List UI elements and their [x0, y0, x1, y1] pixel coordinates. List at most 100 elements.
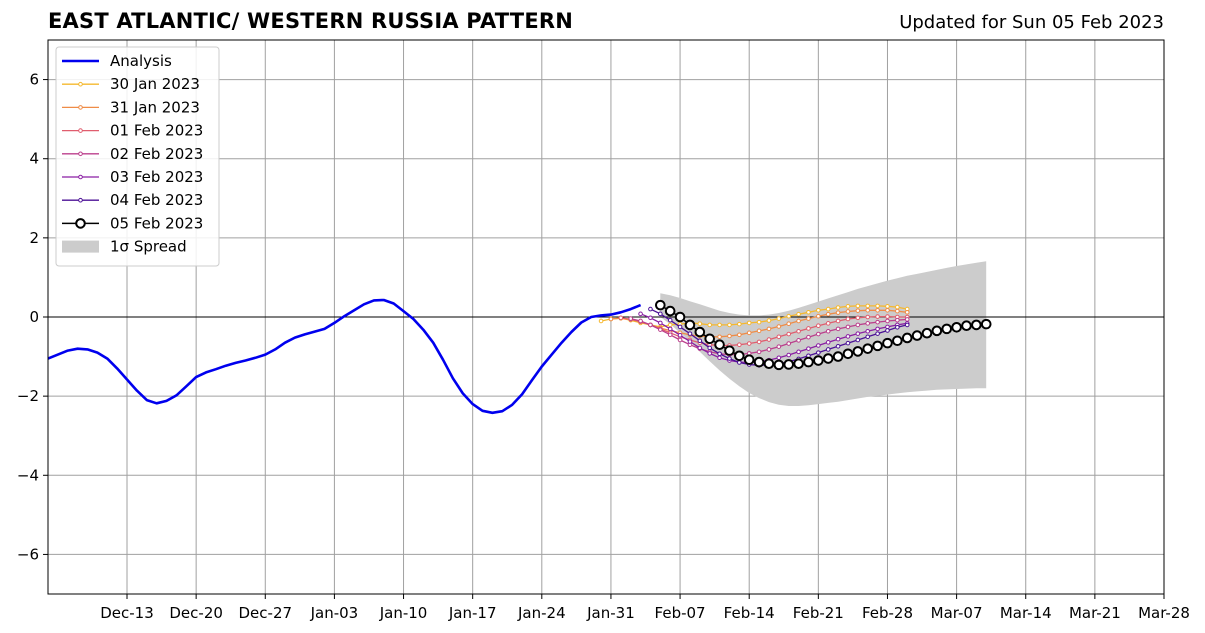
forecast-point [835, 310, 841, 315]
forecast-point [756, 328, 762, 334]
forecast-point [835, 343, 841, 349]
forecast-point [825, 321, 831, 326]
forecast-point [816, 307, 821, 313]
forecast-point [746, 341, 752, 346]
forecast-point [707, 351, 712, 356]
forecast-point [806, 309, 811, 315]
current-forecast-point [734, 350, 745, 362]
legend-label: 30 Jan 2023 [110, 75, 200, 93]
forecast-point [865, 303, 871, 309]
legend-marker [78, 128, 83, 133]
forecast-point [865, 307, 871, 313]
current-forecast-point [664, 305, 676, 317]
legend: Analysis 30 Jan 2023 31 Jan 2023 01 Feb 202… [55, 46, 220, 267]
forecast-point [776, 316, 782, 321]
forecast-point [875, 319, 880, 325]
x-tick-label: Jan-03 [310, 604, 359, 622]
current-forecast-point [911, 330, 923, 341]
forecast-point [825, 306, 831, 312]
forecast-point [776, 334, 782, 340]
current-forecast-point [724, 345, 735, 356]
forecast-point [786, 341, 792, 346]
current-forecast-point [783, 359, 795, 370]
legend-marker [78, 105, 83, 110]
forecast-point [756, 319, 762, 325]
forecast-point [816, 343, 821, 348]
spread-band-layer [660, 261, 987, 406]
legend-marker [78, 174, 83, 180]
forecast-point [895, 317, 900, 323]
legend-marker [78, 197, 83, 203]
forecast-point [628, 316, 633, 321]
forecast-point [895, 304, 900, 310]
x-tick-label: Feb-07 [655, 604, 706, 622]
current-forecast-point [980, 318, 992, 330]
forecast-point [825, 328, 831, 334]
forecast-point [806, 346, 811, 351]
forecast-point [697, 345, 703, 351]
y-tick-label: 4 [29, 150, 39, 168]
forecast-point [746, 320, 752, 326]
current-forecast-point [704, 333, 715, 345]
current-forecast-point [921, 327, 933, 339]
forecast-point [796, 338, 801, 343]
forecast-point [727, 322, 732, 328]
current-forecast-point [822, 353, 834, 364]
forecast-point [895, 324, 900, 330]
current-forecast-point [773, 359, 785, 371]
forecast-point [766, 326, 772, 332]
forecast-point [806, 326, 811, 331]
forecast-point [727, 356, 732, 361]
forecast-point [667, 332, 673, 338]
forecast-point [796, 349, 801, 355]
y-tick-label: −2 [17, 387, 39, 405]
current-forecast-point [892, 335, 903, 347]
legend-label: 31 Jan 2023 [110, 98, 200, 116]
legend-label: 05 Feb 2023 [110, 214, 203, 232]
forecast-point [786, 352, 792, 358]
forecast-point [885, 304, 890, 309]
forecast-point [697, 321, 703, 327]
forecast-point [855, 337, 861, 343]
x-tick-label: Jan-10 [379, 604, 428, 622]
forecast-point [904, 317, 910, 322]
x-tick-label: Feb-21 [793, 604, 844, 622]
y-tick-label: −4 [17, 466, 39, 484]
forecast-point [776, 344, 782, 349]
forecast-point [667, 317, 673, 323]
forecast-point [648, 322, 653, 328]
forecast-point [707, 322, 712, 328]
current-forecast-point [763, 358, 775, 369]
forecast-point [895, 308, 900, 314]
current-forecast-point [743, 354, 755, 366]
current-forecast-point [872, 340, 883, 352]
forecast-point [835, 326, 841, 332]
legend-marker [78, 151, 83, 157]
forecast-point [885, 328, 890, 333]
y-axis: −6 −4 −2 0 2 4 6 [17, 71, 48, 563]
forecast-point [875, 331, 880, 336]
forecast-point [835, 305, 841, 310]
legend-swatch [62, 240, 99, 253]
forecast-point [786, 313, 792, 319]
forecast-point [707, 345, 712, 351]
forecast-line [640, 313, 908, 364]
forecast-point [746, 330, 752, 336]
forecast-point [885, 318, 890, 324]
current-forecast-point [951, 321, 962, 333]
legend-label: 1σ Spread [110, 238, 187, 256]
current-forecast-point [753, 356, 765, 368]
x-tick-label: Feb-14 [724, 604, 775, 622]
forecast-point [865, 321, 871, 326]
legend-entry: 02 Feb 2023 [62, 145, 203, 163]
forecast-point [648, 315, 653, 321]
forecast-point [825, 347, 831, 352]
legend-label: 02 Feb 2023 [110, 145, 203, 163]
x-tick-label: Feb-28 [862, 604, 913, 622]
forecast-point [776, 324, 782, 329]
current-forecast-point [862, 343, 874, 354]
spread-band [660, 261, 987, 406]
forecast-point [796, 311, 801, 317]
forecast-point [766, 347, 772, 352]
